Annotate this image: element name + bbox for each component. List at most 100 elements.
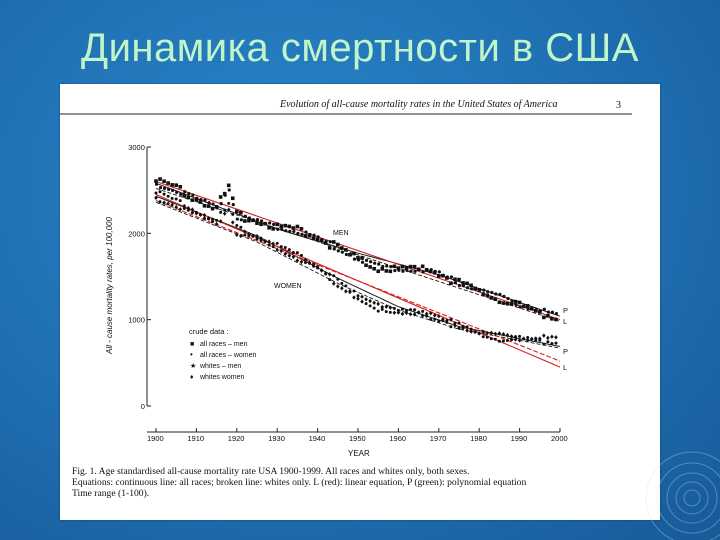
point-whites-men <box>312 233 316 237</box>
point-whites-men <box>272 222 276 226</box>
point-whites-men <box>175 190 179 194</box>
point-all-races-men <box>400 264 405 269</box>
legend-marker-3: ♦ <box>190 374 194 381</box>
x-tick-label: 1970 <box>430 434 447 443</box>
point-all-races-women <box>554 341 558 345</box>
point-whites-women <box>154 195 158 201</box>
point-all-races-women <box>368 304 372 308</box>
point-whites-men <box>162 186 167 190</box>
point-whites-women <box>461 326 465 331</box>
point-whites-women <box>174 204 178 210</box>
legend-label-1: all races – women <box>200 352 257 359</box>
point-whites-men <box>356 258 361 262</box>
point-all-races-women <box>291 250 295 254</box>
point-whites-women <box>400 311 405 317</box>
fit-women-whites-broken <box>155 201 561 349</box>
point-all-races-women <box>364 302 368 306</box>
point-whites-women <box>247 231 251 237</box>
point-all-races-women <box>182 207 186 211</box>
point-whites-women <box>344 289 348 294</box>
point-whites-men <box>494 292 498 296</box>
point-whites-men <box>482 288 486 292</box>
point-whites-women <box>388 305 393 310</box>
point-all-races-men <box>340 246 344 250</box>
point-whites-men <box>490 290 494 295</box>
point-whites-men <box>195 196 199 200</box>
point-all-races-men <box>392 264 397 269</box>
point-all-races-women <box>178 199 182 203</box>
point-all-races-women <box>275 241 279 245</box>
x-axis-label: YEAR <box>348 449 370 458</box>
point-all-races-men <box>299 226 304 231</box>
point-whites-women <box>538 336 542 341</box>
point-all-races-women <box>469 327 473 331</box>
point-all-races-men <box>497 300 502 305</box>
point-all-races-women <box>243 233 247 237</box>
point-whites-women <box>368 298 372 304</box>
point-whites-men <box>292 229 296 234</box>
point-all-races-men <box>344 248 348 252</box>
point-all-races-women <box>166 194 170 198</box>
point-all-races-men <box>505 301 510 306</box>
point-whites-women <box>271 241 275 246</box>
point-whites-men <box>461 284 466 288</box>
point-all-races-women <box>336 277 340 281</box>
point-all-races-women <box>227 201 231 205</box>
point-all-races-men <box>372 266 376 271</box>
point-whites-women <box>469 329 473 334</box>
point-whites-women <box>392 310 397 315</box>
point-all-races-women <box>235 224 239 228</box>
point-whites-women <box>283 251 288 257</box>
fit-women-linear-whites <box>155 200 561 362</box>
point-all-races-men <box>186 195 191 200</box>
x-tick-label: 1940 <box>309 434 326 443</box>
point-all-races-men <box>166 181 170 185</box>
point-all-races-women <box>413 308 417 312</box>
point-whites-women <box>493 331 498 337</box>
point-all-races-men <box>222 191 227 196</box>
point-whites-men <box>296 231 300 236</box>
y-tick-label: 2000 <box>128 229 145 238</box>
point-all-races-men <box>336 242 340 247</box>
point-whites-women <box>489 330 494 336</box>
legend-marker-2: ★ <box>190 362 196 370</box>
point-whites-men <box>518 305 522 309</box>
point-whites-men <box>542 307 546 311</box>
point-whites-women <box>352 295 356 300</box>
point-all-races-men <box>489 296 494 300</box>
point-whites-women <box>158 199 162 205</box>
point-all-races-men <box>457 277 461 282</box>
point-whites-women <box>348 289 352 295</box>
point-whites-women <box>356 296 360 301</box>
fit-label-women-l: L <box>563 363 567 372</box>
x-tick-label: 2000 <box>551 434 568 443</box>
point-all-races-women <box>279 245 283 249</box>
point-whites-women <box>327 272 332 277</box>
point-whites-men <box>457 283 462 288</box>
point-all-races-men <box>315 237 320 241</box>
point-all-races-men <box>194 198 199 202</box>
point-whites-women <box>235 232 239 238</box>
point-all-races-women <box>429 317 433 321</box>
point-all-races-women <box>223 208 227 212</box>
point-all-races-women <box>328 278 332 282</box>
point-whites-men <box>437 270 441 274</box>
point-whites-women <box>230 220 235 225</box>
point-whites-men <box>369 260 373 264</box>
point-whites-men <box>465 286 470 290</box>
point-whites-men <box>546 310 550 314</box>
point-whites-men <box>393 268 397 273</box>
point-whites-men <box>538 309 542 313</box>
tick-layer: 1900 1910 1920 1930 1940 1950 1960 1970 1980 1990… <box>128 143 567 443</box>
point-all-races-men <box>493 297 498 302</box>
point-all-races-women <box>526 336 530 340</box>
y-axis-label: All - cause mortality rates, per 100,000 <box>105 216 114 355</box>
page-number: 3 <box>616 100 621 111</box>
point-whites-men <box>324 239 328 243</box>
point-whites-men <box>445 275 449 279</box>
point-whites-men <box>284 229 288 233</box>
point-all-races-men <box>154 179 158 183</box>
point-all-races-men <box>428 269 433 274</box>
point-whites-women <box>517 338 522 343</box>
point-all-races-women <box>219 210 223 214</box>
